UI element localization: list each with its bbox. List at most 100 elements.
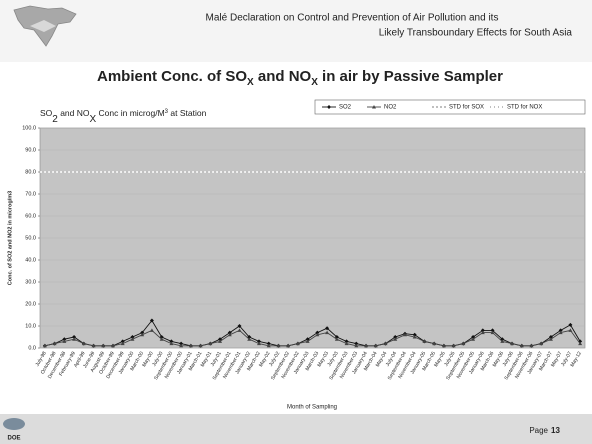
y-tick-label: 0.0: [28, 345, 36, 351]
legend-label: SO2: [339, 105, 352, 111]
point-marker: [334, 337, 339, 341]
point-marker: [529, 343, 534, 348]
point-marker: [130, 337, 135, 341]
point-marker: [179, 343, 184, 348]
y-tick-label: 70.0: [25, 191, 36, 197]
point-marker: [548, 337, 553, 341]
y-tick-label: 90.0: [25, 147, 36, 153]
point-marker: [373, 343, 378, 348]
point-marker: [500, 339, 505, 343]
point-marker: [42, 343, 47, 348]
point-marker: [432, 341, 437, 346]
point-marker: [227, 330, 232, 335]
y-tick-label: 60.0: [25, 213, 36, 219]
point-marker: [325, 330, 330, 335]
point-marker: [412, 332, 417, 337]
point-marker: [81, 341, 86, 346]
y-axis-label: Conc. of SO2 and NO2 in microg/m3: [7, 191, 13, 285]
point-marker: [130, 335, 135, 339]
point-marker: [393, 337, 398, 341]
point-marker: [412, 335, 417, 339]
point-marker: [208, 341, 213, 346]
point-marker: [344, 341, 349, 346]
y-tick-label: 50.0: [25, 235, 36, 241]
point-marker: [568, 328, 573, 332]
point-marker: [52, 341, 57, 346]
y-tick-label: 40.0: [25, 257, 36, 263]
footer-band: [0, 414, 592, 444]
point-marker: [62, 337, 67, 342]
point-marker: [72, 337, 77, 341]
point-marker: [149, 328, 154, 332]
point-marker: [218, 339, 223, 343]
point-marker: [461, 341, 466, 346]
page-number: 13: [551, 426, 560, 435]
point-marker: [490, 328, 495, 333]
point-marker: [140, 330, 145, 335]
point-marker: [266, 343, 271, 348]
point-marker: [120, 341, 125, 346]
point-marker: [490, 330, 495, 335]
point-marker: [266, 341, 271, 346]
point-marker: [286, 343, 291, 348]
point-marker: [315, 330, 320, 335]
point-marker: [393, 335, 398, 339]
script-text: X: [90, 114, 97, 125]
point-marker: [305, 339, 310, 343]
y-tick-label: 30.0: [25, 279, 36, 285]
point-marker: [354, 341, 359, 346]
point-marker: [188, 343, 193, 348]
title-text: Conc in microg/M: [96, 108, 165, 118]
legend-label: NO2: [384, 105, 397, 111]
x-axis-label: Month of Sampling: [287, 405, 337, 411]
point-marker: [110, 343, 115, 348]
script-text: 3: [165, 109, 169, 115]
page-label: Page: [529, 426, 548, 435]
point-marker: [295, 341, 300, 346]
point-marker: [480, 330, 485, 335]
script-text: X: [311, 77, 318, 88]
map-emblem: [30, 20, 56, 32]
point-marker: [256, 339, 261, 344]
legend-label: STD for NOX: [507, 105, 542, 111]
point-marker: [140, 332, 145, 337]
point-marker: [120, 339, 125, 344]
point-marker: [327, 105, 331, 109]
chart-title: SO2 and NOX Conc in microg/M3 at Station: [40, 108, 207, 125]
point-marker: [519, 343, 524, 348]
legend-label: STD for SOX: [449, 105, 484, 111]
point-marker: [422, 339, 427, 343]
header-band: [0, 0, 592, 62]
legend: [314, 99, 586, 115]
point-marker: [344, 339, 349, 344]
point-marker: [383, 341, 388, 346]
title-text: and NO: [58, 108, 90, 118]
script-text: 2: [52, 114, 58, 125]
point-marker: [451, 343, 456, 348]
point-marker: [558, 328, 563, 333]
title-text: in air by Passive Sampler: [318, 68, 503, 85]
script-text: X: [247, 77, 254, 88]
doe-logo-text: DOE: [7, 436, 20, 442]
point-marker: [402, 332, 407, 337]
point-marker: [237, 328, 242, 332]
doe-logo: [3, 418, 25, 430]
y-tick-label: 20.0: [25, 301, 36, 307]
point-marker: [247, 337, 252, 341]
point-marker: [372, 105, 376, 109]
series-line: [44, 329, 581, 347]
point-marker: [315, 332, 320, 337]
point-marker: [169, 339, 174, 344]
header-text: Malé Declaration on Control and Preventi…: [206, 13, 499, 24]
point-marker: [149, 318, 154, 323]
slide-title: Ambient Conc. of SOX and NOX in air by P…: [97, 68, 503, 88]
point-marker: [237, 324, 242, 328]
point-marker: [256, 341, 261, 346]
point-marker: [227, 332, 232, 337]
point-marker: [325, 326, 330, 331]
title-text: Ambient Conc. of SO: [97, 68, 247, 85]
point-marker: [101, 343, 106, 348]
point-marker: [364, 343, 369, 348]
point-marker: [179, 341, 184, 346]
